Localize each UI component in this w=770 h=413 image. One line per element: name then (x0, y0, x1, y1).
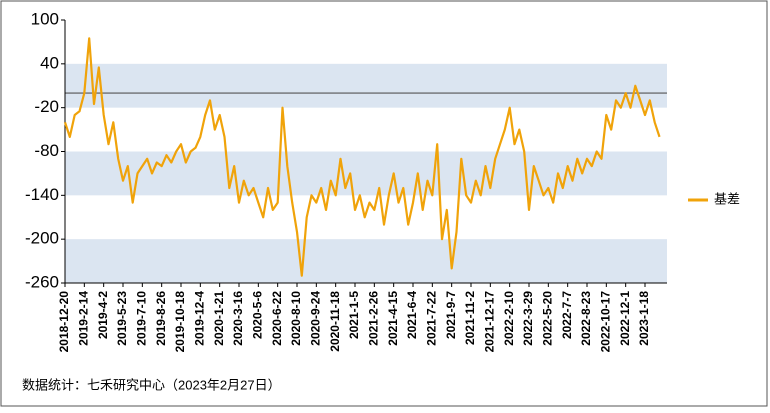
x-tick-label: 2022-5-20 (541, 291, 555, 346)
x-tick-label: 2021-4-15 (386, 291, 400, 346)
x-tick-label: 2021-2-26 (367, 291, 381, 346)
x-tick-label: 2019-8-26 (154, 291, 168, 346)
x-tick-label: 2020-5-6 (251, 291, 265, 339)
x-tick-label: 2022-12-1 (618, 291, 632, 346)
x-tick-label: 2021-7-22 (425, 291, 439, 346)
y-tick-label: -80 (34, 141, 59, 160)
band (65, 63, 667, 108)
x-tick-label: 2020-8-10 (289, 291, 303, 346)
x-tick-label: 2019-12-4 (193, 291, 207, 346)
x-tick-label: 2018-12-20 (57, 291, 71, 353)
x-tick-label: 2022-3-29 (521, 291, 535, 346)
x-tick-label: 2019-2-14 (77, 291, 91, 346)
x-tick-label: 2021-1-5 (347, 291, 361, 339)
x-tick-label: 2022-7-7 (560, 291, 574, 339)
x-tick-label: 2022-10-17 (599, 291, 613, 353)
legend-label: 基差 (714, 191, 740, 206)
x-tick-label: 2022-2-10 (502, 291, 516, 346)
y-tick-label: -200 (25, 229, 59, 248)
x-tick-label: 2020-3-16 (231, 291, 245, 346)
y-tick-label: -260 (25, 272, 59, 291)
x-tick-label: 2023-1-18 (637, 291, 651, 346)
x-tick-label: 2019-10-18 (173, 291, 187, 353)
band (65, 239, 667, 283)
x-tick-label: 2021-11-2 (463, 291, 477, 345)
line-series (63, 37, 661, 277)
y-tick-label: 100 (31, 9, 59, 28)
x-tick-label: 2019-7-10 (135, 291, 149, 346)
x-tick-label: 2020-9-24 (309, 291, 323, 346)
x-tick-label: 2021-9-7 (444, 291, 458, 339)
x-tick-label: 2020-6-22 (270, 291, 284, 346)
x-tick-label: 2020-11-18 (328, 291, 342, 352)
y-tick-label: -20 (34, 97, 59, 116)
x-tick-label: 2022-8-23 (579, 291, 593, 346)
x-tick-label: 2020-1-21 (212, 291, 226, 346)
footer: 数据统计：七禾研究中心（2023年2月27日） (22, 377, 281, 392)
y-tick-label: 40 (40, 53, 59, 72)
y-tick-label: -140 (25, 185, 59, 204)
x-tick-label: 2019-5-23 (115, 291, 129, 346)
x-tick-label: 2019-4-2 (96, 291, 110, 339)
x-tick-label: 2021-12-17 (483, 291, 497, 353)
x-tick-label: 2021-6-4 (405, 291, 419, 339)
